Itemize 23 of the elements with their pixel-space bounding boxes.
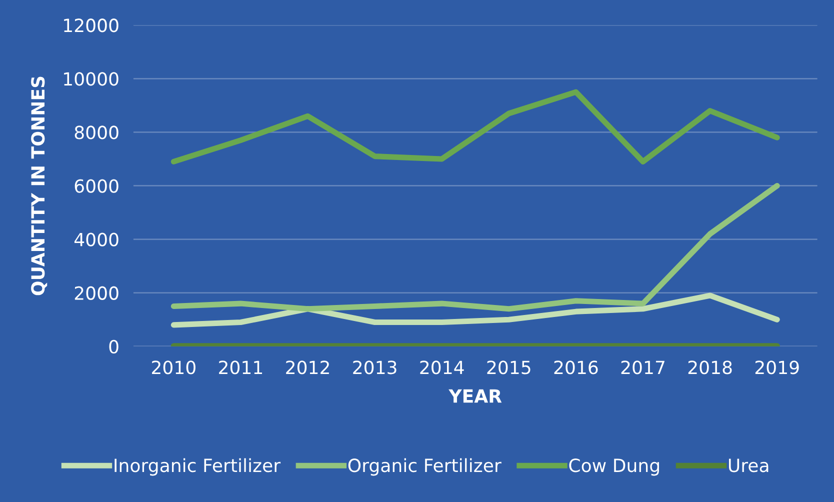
- x-tick-label: 2012: [286, 360, 329, 374]
- x-tick-label: 2016: [554, 360, 598, 374]
- legend-label: Cow Dung: [569, 458, 659, 476]
- y-axis-title: QUANTITY IN TONNES: [31, 76, 48, 296]
- y-tick-label: 12000: [64, 18, 118, 32]
- legend-label: Urea: [728, 458, 768, 472]
- y-tick-label: 2000: [74, 286, 118, 300]
- x-tick-label: 2011: [219, 360, 262, 374]
- x-tick-label: 2017: [621, 360, 664, 374]
- x-tick-label: 2018: [688, 360, 732, 374]
- x-tick-label: 2015: [487, 360, 530, 374]
- legend-label: Inorganic Fertilizer: [114, 458, 281, 476]
- legend-label: Organic Fertilizer: [348, 458, 502, 476]
- y-tick-label: 8000: [74, 126, 118, 140]
- x-tick-label: 2010: [152, 360, 196, 374]
- y-tick-label: 4000: [74, 232, 118, 246]
- x-axis-title: YEAR: [448, 389, 502, 403]
- y-tick-label: 6000: [74, 179, 118, 193]
- x-tick-label: 2019: [755, 360, 799, 374]
- y-tick-label: 10000: [64, 72, 118, 86]
- x-tick-label: 2014: [420, 360, 464, 374]
- y-tick-label: 0: [109, 340, 118, 354]
- x-tick-label: 2013: [353, 360, 396, 374]
